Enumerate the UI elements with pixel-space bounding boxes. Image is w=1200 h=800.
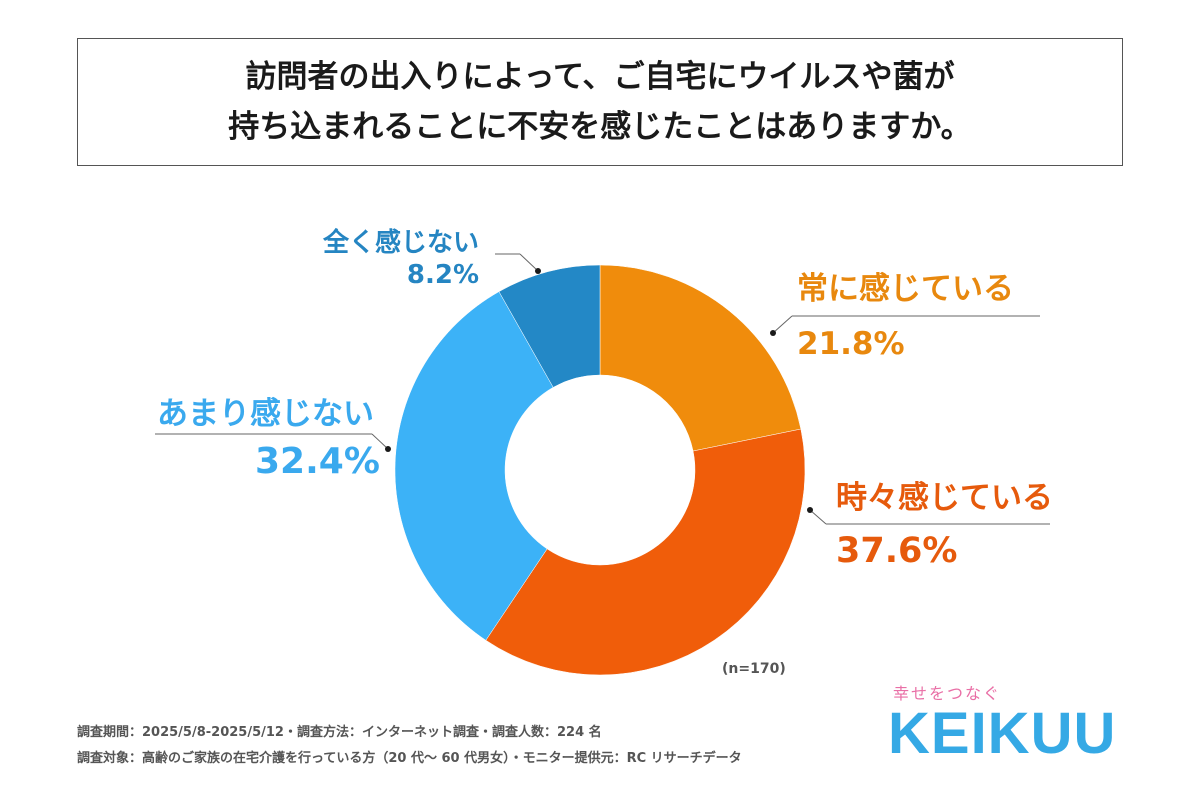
sample-size-note: (n=170) [722, 661, 786, 677]
leader-dot-sometimes [807, 507, 813, 513]
leader-line-never [519, 253, 539, 272]
slice-label-never-value: 8.2% [406, 260, 480, 290]
slice-label-never-name: 全く感じない [323, 228, 480, 258]
slice-label-always-value: 21.8% [797, 326, 905, 362]
question-title-box: 訪問者の出入りによって、ご自宅にウイルスや菌が 持ち込まれることに不安を感じたこ… [77, 38, 1123, 166]
leader-dot-notmuch [385, 446, 391, 452]
donut-slices [394, 264, 806, 676]
slice-label-notmuch-value: 32.4% [255, 441, 380, 482]
donut-slice-never [498, 264, 601, 388]
slice-label-sometimes-name: 時々感じている [836, 480, 1053, 516]
brand-logo: KEIKUU [888, 701, 1117, 766]
slice-label-sometimes-value: 37.6% [836, 531, 958, 571]
slice-label-always: 常に感じている 21.8% [797, 274, 1014, 360]
brand-tagline: 幸せをつなぐ [893, 684, 1002, 703]
leader-lines [155, 253, 1050, 525]
question-title-line-1: 訪問者の出入りによって、ご自宅にウイルスや菌が [245, 59, 955, 95]
slice-label-always-name: 常に感じている [797, 271, 1014, 307]
leader-line-always [772, 315, 793, 334]
slice-label-notmuch: あまり感じない 32.4% [157, 399, 380, 480]
slice-label-sometimes: 時々感じている 37.6% [836, 483, 1053, 569]
donut-slice-always [599, 264, 802, 452]
slice-label-never: 全く感じない 8.2% [323, 230, 479, 288]
leader-line-sometimes [809, 509, 827, 525]
question-title-line-2: 持ち込まれることに不安を感じたことはありますか。 [228, 109, 972, 145]
survey-info-line-1: 調査期間：2025/5/8-2025/5/12・調査方法：インターネット調査・調… [77, 725, 602, 740]
leader-dot-always [770, 330, 776, 336]
slice-label-notmuch-name: あまり感じない [157, 396, 374, 432]
leader-line-notmuch [371, 433, 389, 450]
survey-info-line-2: 調査対象：高齢のご家族の在宅介護を行っている方（20 代〜 60 代男女）・モニ… [77, 751, 742, 766]
leader-dot-never [535, 268, 541, 274]
donut-slice-notmuch [394, 291, 554, 641]
donut-slice-sometimes [485, 428, 806, 676]
